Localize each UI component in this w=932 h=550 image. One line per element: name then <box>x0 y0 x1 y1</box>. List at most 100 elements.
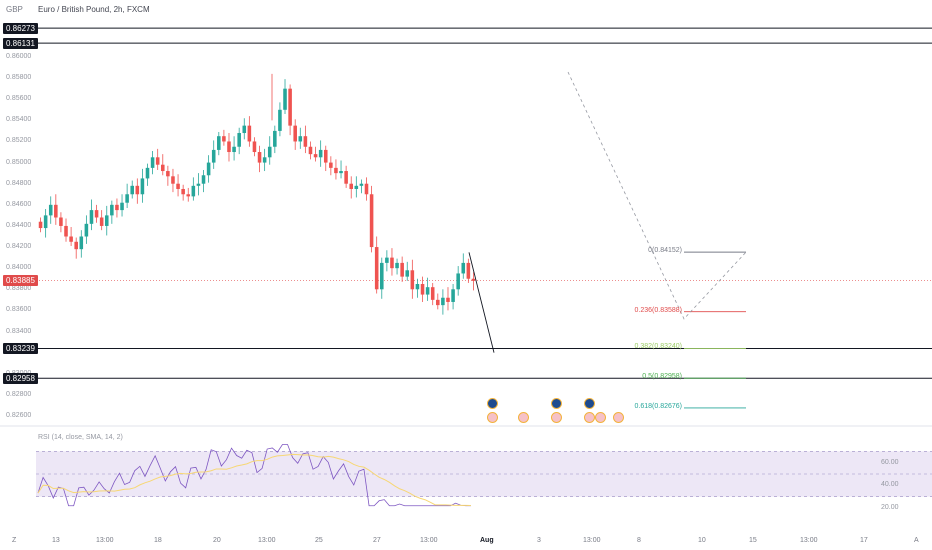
flag-icon[interactable] <box>613 412 624 423</box>
event-icon[interactable] <box>551 398 562 409</box>
candle-body <box>64 225 68 237</box>
candle-body <box>99 217 104 226</box>
candle-body <box>257 152 262 163</box>
candle-body <box>313 154 318 158</box>
time-tick-label: 15 <box>749 537 757 544</box>
level-price-tag[interactable]: 0.83239 <box>3 343 38 355</box>
candle-body <box>262 157 267 163</box>
time-tick-label: 17 <box>860 537 868 544</box>
rsi-tick-label: 20.00 <box>881 504 899 511</box>
candle-body <box>217 136 221 150</box>
candle-body <box>308 146 313 155</box>
flag-icon[interactable] <box>584 412 595 423</box>
time-tick-label: 13:00 <box>583 537 601 544</box>
candle-body <box>191 185 196 197</box>
event-icon[interactable] <box>584 398 595 409</box>
candle-body <box>303 136 308 147</box>
candle-body <box>420 284 425 295</box>
level-price-tag[interactable]: 0.86131 <box>3 37 38 49</box>
candle-body <box>298 136 303 142</box>
candle-body <box>369 194 374 248</box>
candle-body <box>186 194 191 197</box>
corner-left[interactable]: Z <box>12 537 17 544</box>
time-tick-label: Aug <box>480 537 494 544</box>
candle-body <box>293 125 297 142</box>
price-tick-label: 0.85400 <box>6 116 32 124</box>
candle-body <box>390 257 394 269</box>
candle-body <box>379 262 384 290</box>
candle-body <box>334 167 338 174</box>
time-tick-label: 13:00 <box>258 537 276 544</box>
candle-body <box>135 185 140 195</box>
symbol-title[interactable]: Euro / British Pound, 2h, FXCM <box>38 5 150 14</box>
rsi-legend[interactable]: RSI (14, close, SMA, 14, 2) <box>38 434 123 441</box>
candle-body <box>385 257 389 263</box>
price-tick-label: 0.86000 <box>6 53 32 60</box>
candle-body <box>400 262 404 277</box>
price-tick-label: 0.85200 <box>6 137 32 145</box>
candle-body <box>79 236 84 250</box>
candle-body <box>206 162 211 176</box>
projection-line <box>468 252 495 353</box>
fib-level-label: 0.5(0.82958) <box>642 373 682 381</box>
level-price-tag[interactable]: 0.82958 <box>3 372 38 384</box>
flag-icon[interactable] <box>595 412 606 423</box>
candle-body <box>359 183 364 186</box>
candle-body <box>471 278 476 281</box>
candle-body <box>441 297 445 306</box>
candle-body <box>237 133 241 147</box>
candle-body <box>74 241 78 250</box>
time-tick-label: 18 <box>154 537 162 544</box>
currency-label: GBP <box>6 5 23 14</box>
corner-right[interactable]: A <box>914 537 919 544</box>
candle-body <box>349 183 354 189</box>
current-price-tag[interactable]: 0.83885 <box>3 274 38 286</box>
event-icon[interactable] <box>487 398 498 409</box>
rsi-ma-line <box>37 453 471 507</box>
candle-body <box>425 287 430 295</box>
candle-body <box>115 204 119 211</box>
time-tick-label: 13:00 <box>800 537 818 544</box>
candle-body <box>232 146 236 153</box>
flag-icon[interactable] <box>487 412 498 423</box>
rsi-tick-label: 40.00 <box>881 481 899 489</box>
price-tick-label: 0.83400 <box>6 327 32 335</box>
candle-body <box>160 164 165 172</box>
candle-body <box>329 162 333 168</box>
candle-body <box>89 210 94 224</box>
candle-body <box>227 141 231 153</box>
time-tick-label: 20 <box>213 537 221 544</box>
candle-body <box>110 204 114 216</box>
candle-body <box>430 287 435 300</box>
fib-level-label: 0.618(0.82676) <box>634 402 682 410</box>
candle-body <box>166 171 170 177</box>
candle-body <box>176 183 180 189</box>
price-tick-label: 0.84200 <box>6 243 32 251</box>
candle-body <box>252 141 257 153</box>
level-price-tag[interactable]: 0.86273 <box>3 22 38 34</box>
candle-body <box>145 167 150 179</box>
candle-body <box>405 270 410 277</box>
candle-body <box>201 175 206 184</box>
time-tick-label: 10 <box>698 537 706 544</box>
flag-icon[interactable] <box>518 412 529 423</box>
candle-body <box>461 262 466 274</box>
candle-body <box>94 210 99 218</box>
candle-body <box>155 157 160 165</box>
time-tick-label: 13:00 <box>96 537 114 544</box>
flag-icon[interactable] <box>551 412 562 423</box>
candle-body <box>323 149 328 163</box>
price-tick-label: 0.84600 <box>6 200 32 208</box>
time-tick-label: 8 <box>637 537 641 544</box>
candle-body <box>339 171 343 174</box>
candle-body <box>59 217 63 226</box>
price-tick-label: 0.85600 <box>6 95 32 103</box>
candle-body <box>222 136 226 142</box>
candle-body <box>43 215 48 229</box>
candle-body <box>456 273 460 290</box>
candle-body <box>466 262 471 279</box>
candle-body <box>318 149 323 158</box>
rsi-tick-label: 60.00 <box>881 458 899 466</box>
candle-body <box>181 188 185 195</box>
